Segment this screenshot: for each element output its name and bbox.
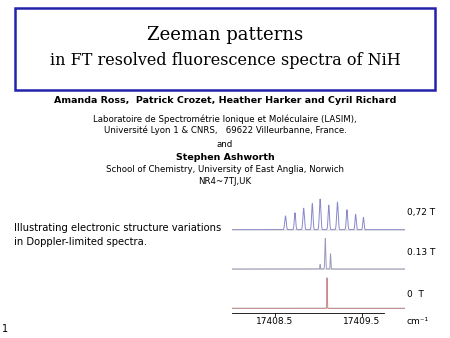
FancyBboxPatch shape [15,8,435,90]
Text: Université Lyon 1 & CNRS,   69622 Villeurbanne, France.: Université Lyon 1 & CNRS, 69622 Villeurb… [104,126,346,135]
Text: Laboratoire de Spectrométrie Ionique et Moléculaire (LASIM),: Laboratoire de Spectrométrie Ionique et … [93,114,357,124]
Text: School of Chemistry, University of East Anglia, Norwich: School of Chemistry, University of East … [106,165,344,174]
Text: cm⁻¹: cm⁻¹ [407,317,429,326]
Text: 0  T: 0 T [407,290,423,299]
Text: Zeeman patterns: Zeeman patterns [147,26,303,44]
Text: NR4~7TJ,UK: NR4~7TJ,UK [198,177,252,186]
Text: Illustrating electronic structure variations
in Doppler-limited spectra.: Illustrating electronic structure variat… [14,223,221,247]
Text: 0.13 T: 0.13 T [407,248,435,257]
Text: Amanda Ross,  Patrick Crozet, Heather Harker and Cyril Richard: Amanda Ross, Patrick Crozet, Heather Har… [54,96,396,105]
Text: in FT resolved fluorescence spectra of NiH: in FT resolved fluorescence spectra of N… [50,52,400,69]
Text: 0,72 T: 0,72 T [407,208,435,217]
Text: Stephen Ashworth: Stephen Ashworth [176,153,274,162]
Text: 17409.5: 17409.5 [343,317,380,326]
Text: and: and [217,140,233,149]
Text: 1: 1 [2,324,9,334]
Text: 17408.5: 17408.5 [256,317,294,326]
